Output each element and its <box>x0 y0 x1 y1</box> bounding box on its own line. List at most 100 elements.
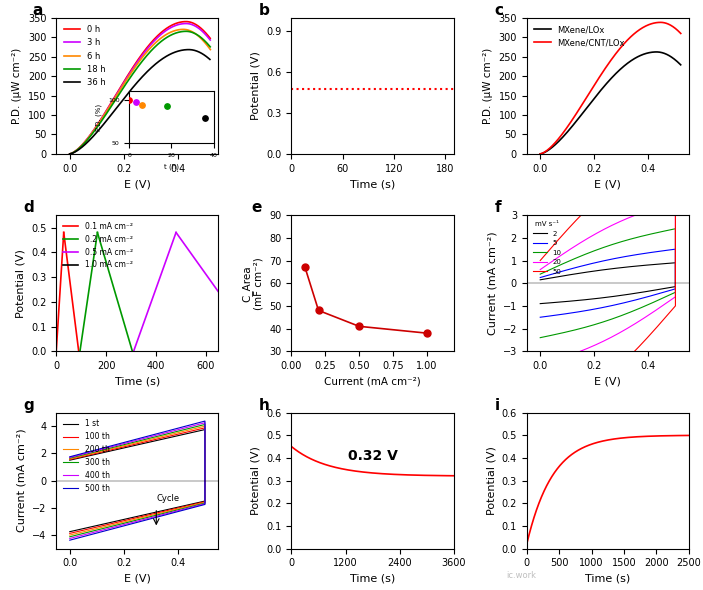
Line: 20: 20 <box>540 202 676 365</box>
100 th <box>176 504 185 511</box>
400 th <box>113 442 122 449</box>
20 <box>536 266 544 273</box>
300 th <box>176 506 185 513</box>
Y-axis label: Current (mA cm⁻²): Current (mA cm⁻²) <box>487 231 497 335</box>
Legend: 0.1 mA cm⁻², 0.2 mA cm⁻², 0.5 mA cm⁻², 1.0 mA cm⁻²: 0.1 mA cm⁻², 0.2 mA cm⁻², 0.5 mA cm⁻², 1… <box>60 219 136 273</box>
100 th <box>65 456 74 463</box>
10 <box>671 225 680 232</box>
0.5 mA cm⁻² <box>252 342 261 349</box>
200 th <box>135 438 143 445</box>
500 th <box>176 507 185 514</box>
MXene/LOx <box>652 48 660 55</box>
Text: b: b <box>259 3 270 18</box>
50 <box>536 257 544 264</box>
6 h <box>136 57 144 64</box>
10 <box>606 242 614 249</box>
MXene/LOx <box>676 61 685 68</box>
18 h <box>138 57 147 64</box>
2 <box>536 276 544 283</box>
0.5 mA cm⁻² <box>250 338 258 345</box>
100 th <box>155 509 164 516</box>
18 h <box>159 37 167 44</box>
MXene/CNT/LOx <box>676 30 685 37</box>
5 <box>536 314 544 321</box>
Line: 10: 10 <box>540 229 676 337</box>
18 h <box>140 55 148 62</box>
Text: i: i <box>494 398 499 413</box>
36 h <box>78 143 86 150</box>
18 h <box>145 50 153 57</box>
Line: 1 st: 1 st <box>70 430 205 532</box>
Line: 2: 2 <box>540 263 676 304</box>
2 <box>671 259 680 266</box>
20 <box>647 310 655 317</box>
0.2 mA cm⁻² <box>125 338 134 345</box>
36 h <box>206 56 214 63</box>
0.2 mA cm⁻² <box>111 290 120 297</box>
X-axis label: Time (s): Time (s) <box>115 376 160 386</box>
18 h <box>70 148 79 155</box>
MXene/LOx <box>609 73 617 80</box>
X-axis label: Time (s): Time (s) <box>350 574 395 584</box>
0 h <box>145 41 153 48</box>
50 <box>659 150 667 158</box>
MXene/LOx <box>586 100 595 107</box>
0.2 mA cm⁻² <box>93 229 102 236</box>
1 st <box>135 441 143 448</box>
Legend: 0 h, 3 h, 6 h, 18 h, 36 h: 0 h, 3 h, 6 h, 18 h, 36 h <box>60 22 109 90</box>
0.5 mA cm⁻² <box>188 252 197 259</box>
Line: 6 h: 6 h <box>70 30 210 154</box>
500 th <box>188 421 197 428</box>
MXene/CNT/LOx <box>545 145 553 152</box>
0.2 mA cm⁻² <box>128 348 136 355</box>
Text: ic.work: ic.work <box>506 571 536 580</box>
10 <box>602 317 611 324</box>
300 th <box>201 421 209 428</box>
Line: 200 th: 200 th <box>70 426 205 535</box>
X-axis label: E (V): E (V) <box>124 574 150 584</box>
3 h <box>181 20 190 27</box>
5 <box>606 256 614 263</box>
20 <box>671 198 680 205</box>
200 th <box>132 516 141 523</box>
Legend: 2, 5, 10, 20, 50: 2, 5, 10, 20, 50 <box>530 219 565 277</box>
1.0 mA cm⁻² <box>492 342 501 349</box>
Text: e: e <box>251 201 262 215</box>
Y-axis label: C_Area
(mF cm⁻²): C_Area (mF cm⁻²) <box>241 257 264 310</box>
1 st <box>65 528 74 535</box>
0.1 mA cm⁻² <box>60 229 68 236</box>
500 th <box>113 441 122 448</box>
0 h <box>206 35 214 42</box>
500 th <box>155 513 164 520</box>
0.5 mA cm⁻² <box>191 257 200 264</box>
1.0 mA cm⁻² <box>371 252 380 259</box>
6 h <box>188 28 197 35</box>
MXene/CNT/LOx <box>589 83 598 90</box>
0 h <box>65 150 74 158</box>
X-axis label: E (V): E (V) <box>595 376 621 386</box>
3 h <box>206 37 214 44</box>
36 h <box>120 95 128 102</box>
0.2 mA cm⁻² <box>127 342 135 349</box>
0.5 mA cm⁻² <box>257 348 265 355</box>
500 th <box>132 519 141 526</box>
36 h <box>184 46 193 53</box>
MXene/LOx <box>629 55 638 63</box>
10 <box>626 309 634 316</box>
5 <box>584 261 593 268</box>
MXene/CNT/LOx <box>626 34 634 41</box>
100 th <box>113 445 122 452</box>
10 <box>536 271 544 278</box>
Line: 0.2 mA cm⁻²: 0.2 mA cm⁻² <box>98 232 132 351</box>
Text: Cycle: Cycle <box>156 494 179 503</box>
1 st <box>65 457 74 464</box>
5 <box>536 274 544 281</box>
50 <box>671 143 680 150</box>
36 h <box>141 70 150 77</box>
0 h <box>140 47 148 54</box>
3 h <box>116 86 124 93</box>
100 th <box>135 440 143 447</box>
Line: 500 th: 500 th <box>70 421 205 540</box>
Line: 0 h: 0 h <box>70 22 210 154</box>
100 th <box>132 514 141 522</box>
